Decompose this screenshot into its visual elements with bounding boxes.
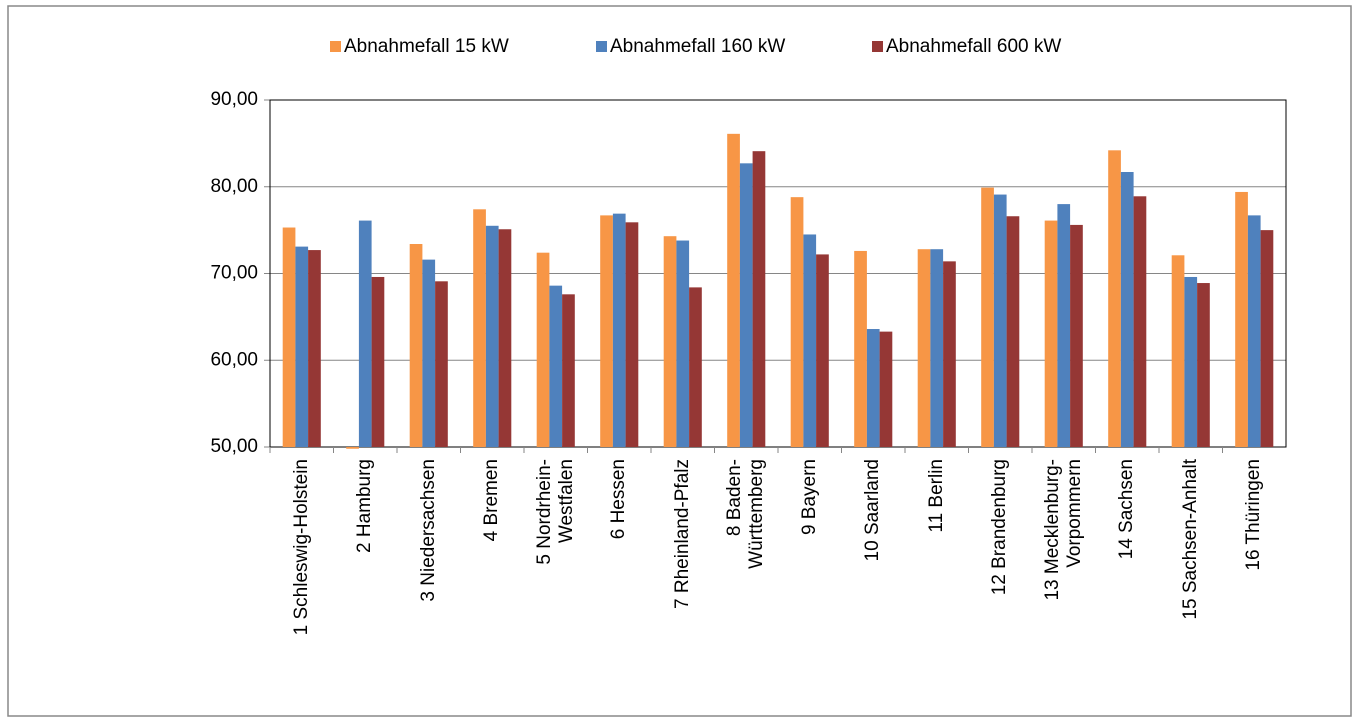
- bar: [1171, 255, 1185, 447]
- bar: [1197, 283, 1210, 447]
- bar: [981, 187, 994, 447]
- x-tick-label: 10 Saarland: [862, 459, 884, 562]
- bar: [752, 151, 766, 447]
- bar: [562, 294, 575, 447]
- x-tick-label: 1 Schleswig-Holstein: [290, 459, 312, 636]
- bar: [1235, 191, 1248, 447]
- bar: [549, 285, 563, 447]
- y-tick-label: 80,00: [210, 176, 258, 197]
- y-tick-label: 90,00: [210, 89, 258, 110]
- bar: [422, 259, 436, 447]
- bar: [689, 287, 702, 447]
- x-tick-label: 12 Brandenburg: [989, 459, 1011, 596]
- bar: [816, 254, 829, 447]
- bar: [676, 240, 690, 447]
- y-tick-label: 70,00: [210, 263, 258, 284]
- legend-label: Abnahmefall 15 kW: [344, 36, 509, 57]
- bar: [435, 281, 448, 447]
- y-tick-label: 50,00: [210, 436, 258, 457]
- bar: [1120, 172, 1134, 447]
- bar: [600, 215, 613, 447]
- bar: [485, 225, 499, 447]
- x-tick-label: 16 Thüringen: [1243, 459, 1265, 571]
- x-tick-label: 13 Mecklenburg- Vorpommern: [1041, 459, 1085, 601]
- bar: [1108, 150, 1121, 447]
- x-tick-label: 11 Berlin: [925, 459, 947, 533]
- bar: [295, 246, 309, 447]
- bar: [790, 197, 804, 447]
- legend-swatch: [330, 41, 341, 52]
- bar: [371, 276, 385, 447]
- bar: [1044, 220, 1058, 447]
- bar: [803, 234, 817, 447]
- bar: [866, 329, 880, 447]
- bar: [346, 447, 359, 449]
- bar: [727, 133, 740, 447]
- bar: [1006, 216, 1020, 447]
- bar: [993, 194, 1007, 447]
- bar: [1184, 276, 1198, 447]
- bar: [498, 229, 512, 447]
- x-tick-label: 2 Hamburg: [354, 459, 376, 553]
- bar: [854, 250, 867, 447]
- bar: [739, 163, 753, 447]
- bar: [308, 250, 321, 447]
- legend-swatch: [596, 41, 607, 52]
- x-tick-label: 6 Hessen: [608, 459, 630, 540]
- bar: [1057, 204, 1071, 447]
- legend-swatch: [872, 41, 883, 52]
- x-tick-label: 9 Bayern: [798, 459, 820, 536]
- x-tick-label: 8 Baden- Württemberg: [724, 459, 768, 569]
- x-tick-label: 7 Rheinland-Pfalz: [671, 459, 693, 609]
- bar: [1133, 196, 1147, 447]
- legend-label: Abnahmefall 160 kW: [610, 36, 785, 57]
- x-tick-label: 14 Sachsen: [1116, 459, 1138, 560]
- x-tick-label: 4 Bremen: [481, 459, 503, 542]
- legend-label: Abnahmefall 600 kW: [886, 36, 1061, 57]
- x-tick-label: 15 Sachsen-Anhalt: [1179, 459, 1201, 620]
- x-tick-label: 3 Niedersachsen: [417, 459, 439, 602]
- bar: [409, 244, 423, 447]
- bar: [879, 331, 893, 447]
- bar: [930, 249, 944, 447]
- bar: [536, 252, 550, 447]
- bar: [663, 236, 677, 447]
- bar: [282, 227, 296, 447]
- bar: [917, 249, 931, 447]
- bar: [1260, 230, 1274, 447]
- y-tick-label: 60,00: [210, 349, 258, 370]
- bar: [358, 220, 372, 447]
- bar: [612, 213, 626, 447]
- bar: [1070, 224, 1083, 447]
- bar: [1247, 215, 1261, 447]
- bar: [943, 261, 956, 447]
- x-tick-label: 5 Nordrhein- Westfalen: [533, 459, 577, 565]
- bar: [473, 209, 486, 447]
- bar: [625, 222, 639, 447]
